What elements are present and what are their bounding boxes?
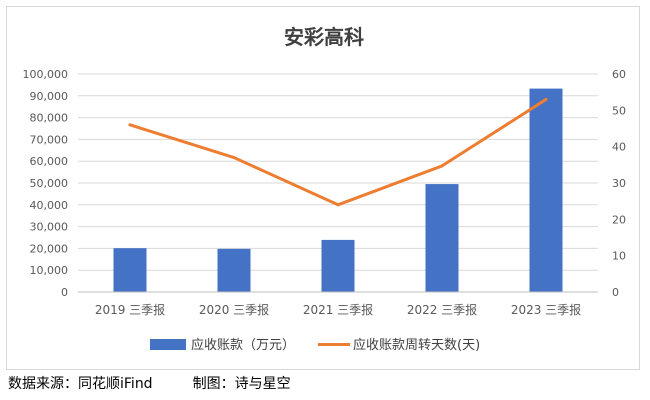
line-point	[232, 156, 236, 160]
chart-canvas: 安彩高科 0 10,000 20,000 30,000 40,000 50,000 60,0…	[23, 25, 627, 353]
x-tick-label: 2019 三季报	[95, 302, 165, 317]
footer: 数据来源：同花顺iFind 制图：诗与星空	[8, 373, 291, 393]
right-tick-label: 10	[612, 250, 626, 263]
left-tick-label: 80,000	[30, 112, 69, 125]
left-tick-label: 100,000	[23, 68, 69, 81]
bar	[217, 248, 251, 292]
bar	[113, 248, 147, 292]
left-tick-label: 90,000	[30, 90, 69, 103]
right-tick-label: 60	[612, 68, 626, 81]
chart-title: 安彩高科	[284, 25, 364, 49]
left-tick-label: 70,000	[30, 133, 69, 146]
right-tick-label: 0	[612, 286, 619, 299]
left-tick-label: 30,000	[30, 221, 69, 234]
bar-series	[113, 88, 563, 292]
legend-label-line: 应收账款周转天数(天)	[353, 337, 480, 353]
right-tick-label: 30	[612, 177, 626, 190]
bar	[425, 184, 459, 292]
credit-note: 制图：诗与星空	[192, 376, 291, 392]
left-tick-label: 20,000	[30, 242, 69, 255]
line-point	[440, 164, 444, 168]
left-tick-label: 40,000	[30, 199, 69, 212]
bar	[529, 88, 563, 292]
series-line	[128, 97, 548, 207]
x-tick-label: 2021 三季报	[303, 302, 373, 317]
line-point	[544, 97, 548, 101]
line-series	[128, 97, 548, 207]
line-point	[336, 203, 340, 207]
x-axis: 2019 三季报 2020 三季报 2021 三季报 2022 三季报 2023 三季报	[78, 291, 598, 317]
legend: 应收账款（万元） 应收账款周转天数(天)	[150, 337, 480, 353]
x-tick-label: 2020 三季报	[199, 302, 269, 317]
right-tick-label: 20	[612, 213, 626, 226]
left-axis: 0 10,000 20,000 30,000 40,000 50,000 60,000 70,…	[23, 68, 69, 299]
right-tick-label: 40	[612, 141, 626, 154]
left-tick-label: 0	[61, 286, 68, 299]
left-tick-label: 50,000	[30, 177, 69, 190]
line-point	[128, 123, 132, 127]
source-note: 数据来源：同花顺iFind	[8, 376, 153, 392]
bar	[321, 239, 355, 292]
x-tick-label: 2022 三季报	[407, 302, 477, 317]
grid-lines	[78, 73, 598, 271]
right-tick-label: 50	[612, 104, 626, 117]
legend-swatch-bar	[150, 339, 186, 350]
x-tick-label: 2023 三季报	[511, 302, 581, 317]
legend-label-bar: 应收账款（万元）	[191, 337, 295, 353]
left-tick-label: 60,000	[30, 155, 69, 168]
left-tick-label: 10,000	[30, 264, 69, 277]
right-axis: 0 10 20 30 40 50 60	[612, 68, 626, 299]
